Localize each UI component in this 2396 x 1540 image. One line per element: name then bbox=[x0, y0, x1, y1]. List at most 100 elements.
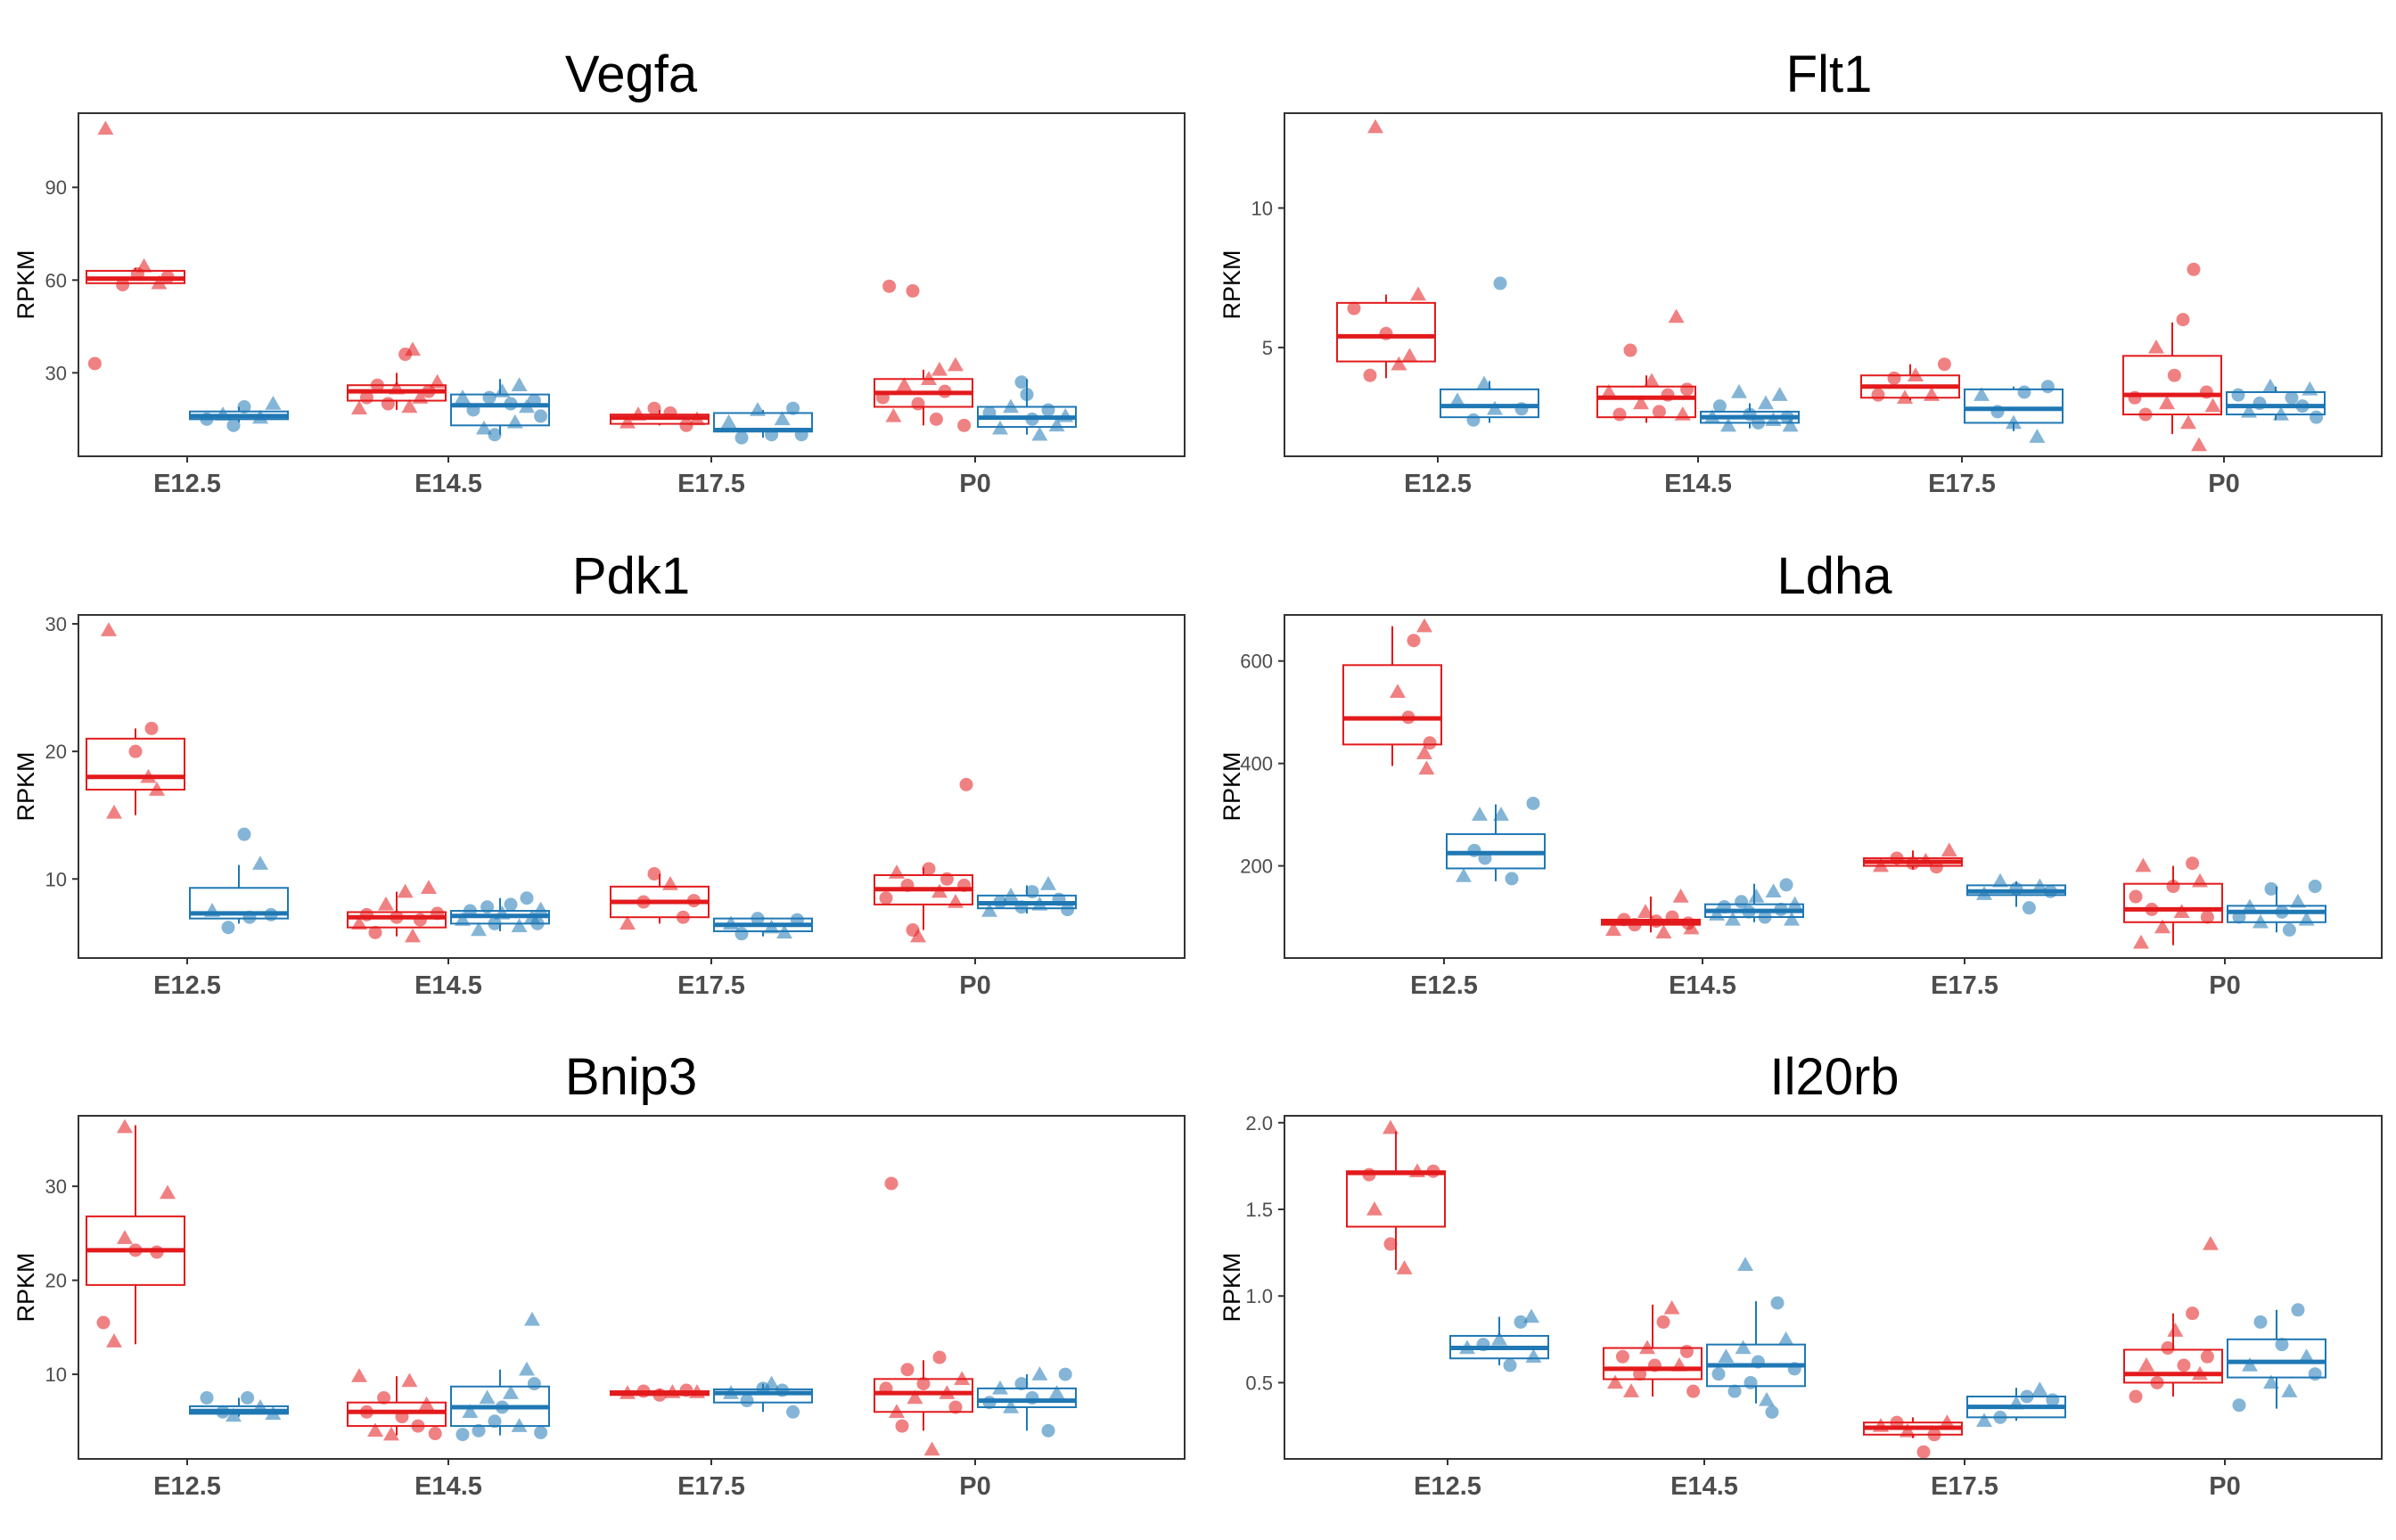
data-point-triangle bbox=[750, 401, 766, 416]
data-point-triangle bbox=[620, 414, 636, 429]
data-point-triangle bbox=[1525, 1348, 1542, 1364]
data-point-circle bbox=[226, 418, 241, 432]
data-point-circle bbox=[359, 1405, 373, 1419]
data-point-circle bbox=[160, 270, 175, 284]
data-point-triangle bbox=[1031, 1366, 1048, 1380]
data-point-triangle bbox=[1040, 875, 1056, 890]
panel-il20rb: Il20rb RPKM 0.5 1.0 1.5 2.0 E12.5 E14.5 E17.5 P0 bbox=[1219, 1048, 2383, 1501]
data-point-triangle bbox=[1908, 367, 1924, 381]
data-point-circle bbox=[242, 910, 257, 924]
y-axis-label: RPKM bbox=[1219, 1252, 1245, 1322]
data-point-circle bbox=[734, 430, 749, 445]
data-point-triangle bbox=[1409, 1163, 1425, 1177]
data-point-circle bbox=[911, 397, 925, 411]
data-point-triangle bbox=[1523, 1308, 1539, 1323]
data-point-circle bbox=[932, 1350, 947, 1364]
data-point-circle bbox=[1058, 1367, 1072, 1381]
data-point-circle bbox=[740, 1394, 754, 1408]
data-point-triangle bbox=[2008, 1395, 2024, 1410]
data-point-circle bbox=[1742, 905, 1756, 919]
data-point-triangle bbox=[1759, 1391, 1775, 1406]
data-point-circle bbox=[241, 1390, 255, 1405]
data-point-circle bbox=[527, 394, 541, 408]
data-point-circle bbox=[221, 921, 235, 935]
data-point-circle bbox=[948, 1400, 963, 1414]
y-axis-label: RPKM bbox=[12, 751, 39, 821]
data-point-triangle bbox=[1623, 1383, 1639, 1397]
data-point-circle bbox=[2161, 1341, 2175, 1356]
data-point-triangle bbox=[1704, 409, 1720, 423]
data-point-circle bbox=[2232, 1398, 2246, 1413]
data-point-triangle bbox=[948, 356, 964, 372]
data-point-circle bbox=[940, 872, 954, 886]
data-point-circle bbox=[2275, 905, 2289, 919]
data-point-circle bbox=[1363, 368, 1377, 382]
data-point-triangle bbox=[429, 373, 446, 389]
data-point-triangle bbox=[2203, 1235, 2219, 1250]
data-point-circle bbox=[200, 1390, 214, 1405]
data-point-circle bbox=[2231, 388, 2245, 402]
data-point-triangle bbox=[455, 389, 471, 404]
data-point-circle bbox=[527, 1377, 541, 1391]
data-point-triangle bbox=[532, 901, 549, 916]
data-point-circle bbox=[1014, 900, 1029, 914]
data-point-circle bbox=[2145, 902, 2159, 916]
data-point-triangle bbox=[1873, 857, 1889, 872]
x-tick-label: P0 bbox=[2209, 971, 2240, 1000]
data-point-triangle bbox=[1941, 842, 1957, 857]
data-point-triangle bbox=[1605, 922, 1621, 937]
data-point-triangle bbox=[151, 274, 168, 290]
data-point-triangle bbox=[1048, 1385, 1065, 1399]
data-point-circle bbox=[993, 895, 1007, 909]
data-point-triangle bbox=[992, 1380, 1008, 1395]
box-red-e12.5 bbox=[1346, 1131, 1446, 1271]
data-point-circle bbox=[1505, 872, 1519, 886]
y-tick-label: 20 bbox=[45, 1270, 67, 1292]
data-point-circle bbox=[1052, 892, 1066, 906]
data-point-triangle bbox=[1396, 1260, 1413, 1274]
data-point-triangle bbox=[774, 411, 791, 426]
data-point-circle bbox=[900, 878, 915, 892]
x-tick-label: E12.5 bbox=[153, 971, 221, 1000]
data-point-triangle bbox=[351, 400, 367, 414]
data-point-triangle bbox=[723, 1385, 739, 1399]
y-axis-label: RPKM bbox=[12, 250, 39, 319]
data-point-triangle bbox=[2192, 872, 2208, 888]
panel-frame bbox=[78, 112, 1186, 457]
box-red-e12.5 bbox=[1342, 626, 1442, 766]
y-tick-label: 600 bbox=[1240, 651, 1273, 673]
data-point-circle bbox=[751, 912, 765, 926]
data-point-circle bbox=[2282, 922, 2296, 937]
panel-flt1: Flt1 RPKM 5 10 E12.5 E14.5 E17.5 P0 bbox=[1219, 45, 2383, 498]
data-point-circle bbox=[1916, 1445, 1931, 1459]
data-point-circle bbox=[1041, 403, 1055, 417]
data-point-triangle bbox=[2242, 1357, 2258, 1372]
data-point-circle bbox=[1383, 1237, 1398, 1251]
x-tick-label: E17.5 bbox=[677, 1472, 745, 1501]
y-tick-label: 0.5 bbox=[1245, 1372, 1273, 1394]
data-point-circle bbox=[1514, 402, 1529, 416]
data-point-triangle bbox=[776, 924, 792, 939]
data-point-circle bbox=[534, 1425, 548, 1439]
data-point-triangle bbox=[1003, 1398, 1019, 1413]
data-point-triangle bbox=[720, 414, 737, 429]
data-point-triangle bbox=[2154, 919, 2170, 934]
data-point-circle bbox=[495, 1400, 509, 1414]
data-point-circle bbox=[1014, 1377, 1029, 1391]
data-point-triangle bbox=[2302, 381, 2318, 396]
data-point-circle bbox=[128, 744, 143, 758]
data-point-triangle bbox=[2180, 414, 2196, 430]
data-point-triangle bbox=[889, 1404, 905, 1419]
data-point-triangle bbox=[1718, 1348, 1735, 1364]
data-point-triangle bbox=[1771, 387, 1788, 401]
data-point-circle bbox=[1929, 860, 1943, 874]
data-point-triangle bbox=[412, 389, 429, 404]
data-point-triangle bbox=[471, 922, 487, 937]
data-point-triangle bbox=[2133, 934, 2149, 949]
data-point-circle bbox=[1744, 1375, 1758, 1389]
data-point-circle bbox=[882, 279, 897, 293]
panel-title: Vegfa bbox=[565, 45, 698, 103]
data-point-triangle bbox=[1390, 684, 1406, 698]
data-point-triangle bbox=[1655, 924, 1672, 939]
x-tick-label: E14.5 bbox=[1664, 470, 1732, 498]
